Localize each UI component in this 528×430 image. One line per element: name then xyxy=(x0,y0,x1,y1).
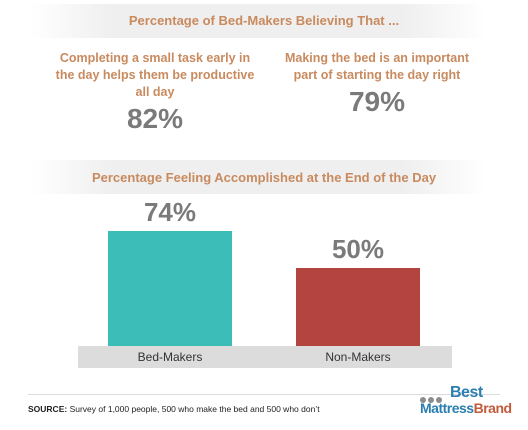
logo-main-text: MattressBrand xyxy=(420,400,512,416)
logo-dots-icon xyxy=(420,390,444,408)
section-header-band xyxy=(30,4,486,38)
source-label: SOURCE: xyxy=(28,404,68,414)
best-mattress-brand-logo: Best MattressBrand xyxy=(420,384,516,422)
stat-make-bed-value: 79% xyxy=(348,86,406,117)
category-axis-band xyxy=(78,346,452,368)
stat-small-task-text: Completing a small task early in the day… xyxy=(55,51,255,99)
section-title-beliefs: Percentage of Bed-Makers Believing That … xyxy=(128,13,400,28)
source-text: Survey of 1,000 people, 500 who make the… xyxy=(69,404,320,414)
stat-small-task-value: 82% xyxy=(126,103,184,134)
stat-make-bed-text: Making the bed is an important part of s… xyxy=(284,51,470,82)
data-label-non-makers: 50% xyxy=(331,234,385,265)
source-note: SOURCE: Survey of 1,000 people, 500 who … xyxy=(28,404,320,414)
section-header-band xyxy=(30,160,486,194)
stat-small-task: Completing a small task early in the day… xyxy=(50,50,260,135)
section-title-accomplished: Percentage Feeling Accomplished at the E… xyxy=(91,170,437,185)
category-label-bed-makers: Bed-Makers xyxy=(137,350,203,364)
bar-non-makers xyxy=(296,268,420,346)
data-label-bed-makers: 74% xyxy=(143,197,197,227)
footer-divider xyxy=(28,394,500,395)
bar-bed-makers xyxy=(108,231,232,346)
logo-best-text: Best xyxy=(450,384,483,401)
stat-make-bed: Making the bed is an important part of s… xyxy=(272,50,482,118)
category-label-non-makers: Non-Makers xyxy=(325,350,391,364)
